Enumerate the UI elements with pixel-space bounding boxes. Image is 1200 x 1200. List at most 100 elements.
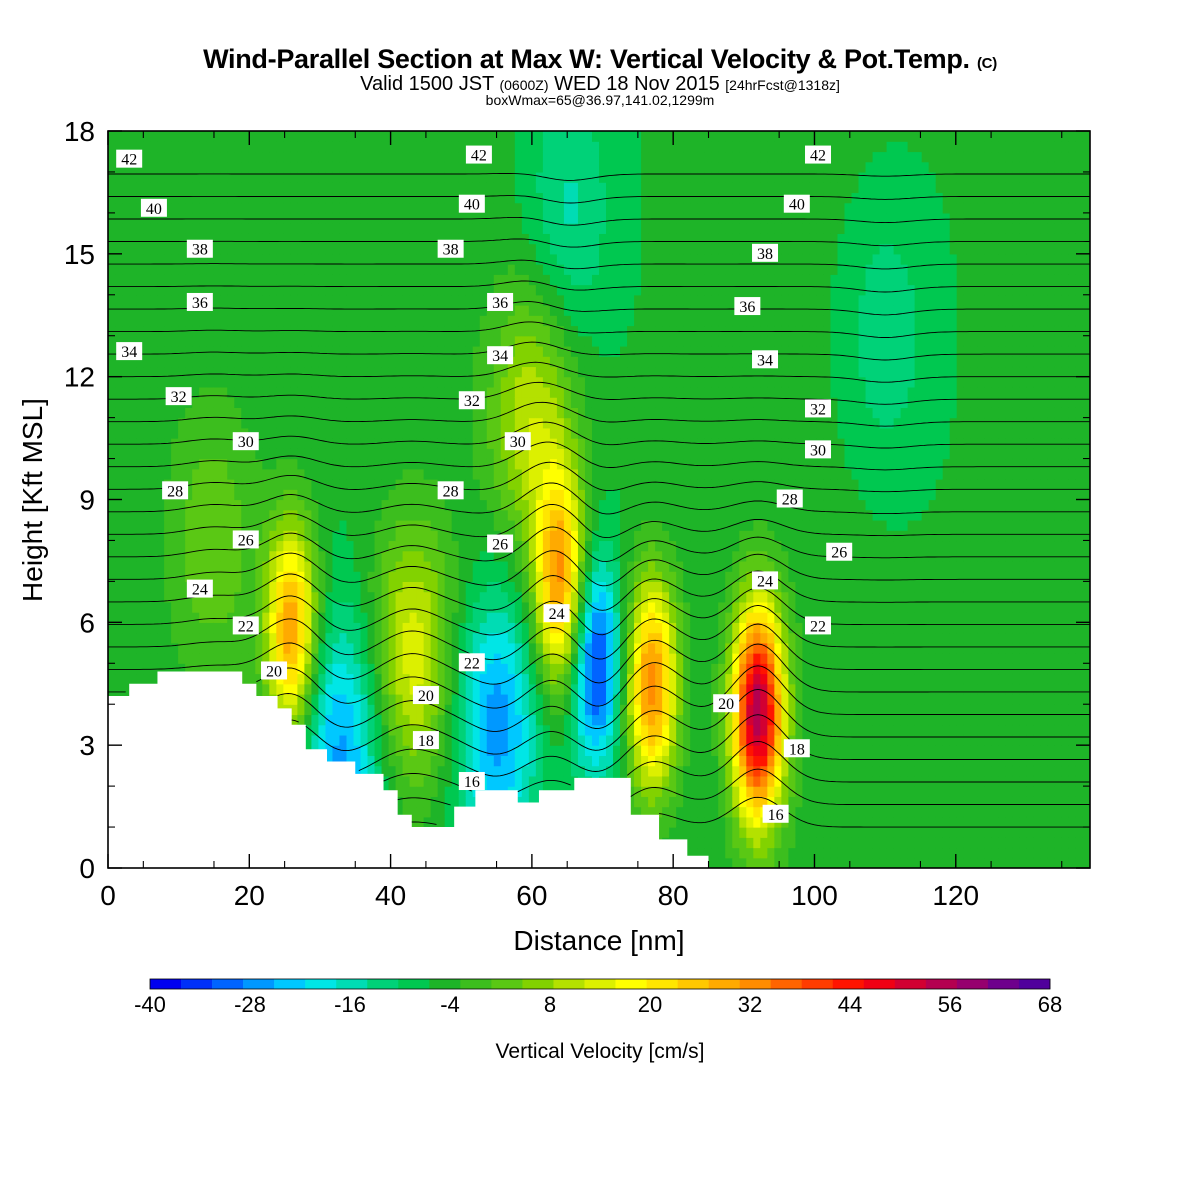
w-cell <box>269 376 277 388</box>
w-cell <box>213 591 221 603</box>
w-cell <box>346 264 355 275</box>
w-cell <box>171 345 179 357</box>
w-cell <box>318 571 327 582</box>
w-cell <box>409 571 418 582</box>
w-cell <box>311 305 320 316</box>
w-cell <box>528 284 537 296</box>
w-cell <box>507 693 516 705</box>
w-cell <box>143 284 151 296</box>
w-cell <box>108 673 116 685</box>
w-cell <box>150 212 158 224</box>
w-cell <box>402 448 411 460</box>
w-cell <box>304 284 313 296</box>
w-cell <box>507 581 516 593</box>
w-cell <box>577 499 586 511</box>
w-cell <box>521 509 530 521</box>
w-cell <box>486 161 495 173</box>
w-cell <box>304 233 313 245</box>
w-cell <box>514 591 523 603</box>
w-cell <box>367 223 376 234</box>
w-cell <box>178 499 186 511</box>
w-cell <box>500 642 509 654</box>
w-cell <box>451 171 460 183</box>
w-cell <box>164 632 172 644</box>
w-cell <box>493 745 502 757</box>
w-cell <box>339 335 348 347</box>
w-cell <box>122 192 130 204</box>
w-cell <box>318 479 327 490</box>
w-cell <box>479 642 488 654</box>
w-cell <box>199 212 207 224</box>
w-cell <box>521 345 530 357</box>
w-cell <box>577 734 586 746</box>
w-cell <box>542 775 551 787</box>
w-cell <box>157 264 165 275</box>
w-cell <box>528 243 537 255</box>
w-cell <box>437 499 446 511</box>
w-cell <box>318 397 327 408</box>
w-cell <box>507 131 516 142</box>
w-cell <box>416 243 425 255</box>
w-cell <box>241 468 249 480</box>
w-cell <box>367 366 376 378</box>
w-cell <box>591 755 600 767</box>
w-cell <box>339 755 348 767</box>
w-cell <box>353 653 362 664</box>
w-cell <box>353 131 362 142</box>
w-cell <box>542 714 551 726</box>
w-cell <box>353 427 362 439</box>
w-cell <box>570 294 579 306</box>
w-cell <box>332 151 341 163</box>
w-cell <box>171 632 179 644</box>
w-cell <box>178 284 186 296</box>
w-cell <box>402 417 411 429</box>
w-cell <box>171 223 179 234</box>
w-cell <box>556 161 565 173</box>
w-cell <box>339 253 348 265</box>
w-cell <box>451 540 460 552</box>
w-cell <box>444 468 453 480</box>
w-cell <box>290 519 298 531</box>
w-cell <box>213 663 221 675</box>
w-cell <box>528 734 537 746</box>
w-cell <box>234 243 242 255</box>
w-cell <box>416 161 425 173</box>
w-cell <box>430 141 439 153</box>
w-cell <box>241 345 249 357</box>
w-cell <box>465 683 474 695</box>
w-cell <box>570 448 579 460</box>
w-cell <box>339 274 348 286</box>
w-cell <box>115 438 123 449</box>
w-cell <box>402 202 411 214</box>
w-cell <box>206 253 214 265</box>
w-cell <box>297 264 305 275</box>
w-cell <box>213 243 221 255</box>
w-cell <box>570 612 579 623</box>
w-cell <box>409 612 418 623</box>
w-cell <box>472 212 481 224</box>
w-cell <box>150 581 158 593</box>
w-cell <box>521 417 530 429</box>
w-cell <box>108 161 116 173</box>
w-cell <box>234 356 242 368</box>
w-cell <box>108 192 116 204</box>
w-cell <box>150 448 158 460</box>
w-cell <box>269 622 277 634</box>
w-cell <box>465 212 474 224</box>
w-cell <box>535 366 544 378</box>
w-cell <box>178 448 186 460</box>
w-cell <box>129 438 137 449</box>
w-cell <box>542 489 551 501</box>
w-cell <box>409 192 418 204</box>
w-cell <box>262 519 270 531</box>
w-cell <box>290 714 298 726</box>
w-cell <box>451 315 460 327</box>
w-cell <box>514 663 523 675</box>
w-cell <box>388 683 397 695</box>
w-cell <box>479 489 488 501</box>
w-cell <box>108 468 116 480</box>
w-cell <box>437 141 446 153</box>
w-cell <box>423 366 432 378</box>
w-cell <box>318 212 327 224</box>
w-cell <box>346 325 355 337</box>
